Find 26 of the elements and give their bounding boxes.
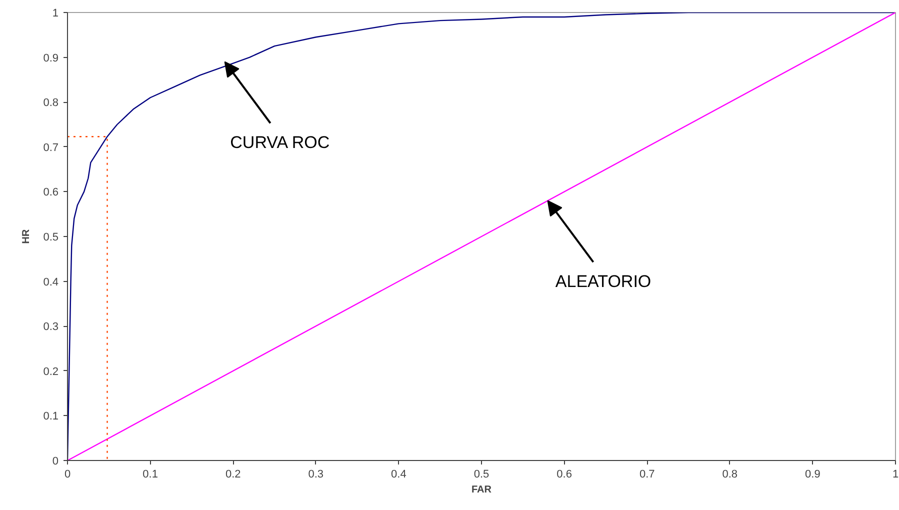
- y-tick-label: 0: [52, 456, 59, 468]
- y-axis-title: HR: [21, 228, 32, 244]
- y-tick-label: 0.6: [43, 186, 59, 199]
- y-tick-label: 0.3: [43, 321, 59, 334]
- y-tick-label: 0.2: [43, 366, 59, 378]
- y-tick-label: 0.8: [43, 97, 59, 110]
- y-tick-label: 0.4: [43, 276, 59, 288]
- y-tick-label: 0.5: [43, 232, 59, 244]
- x-tick-label: 0: [64, 468, 71, 480]
- x-tick-label: 0.2: [225, 468, 241, 480]
- x-tick-label: 0.4: [391, 468, 406, 480]
- annotation: ALEATORIO: [555, 272, 652, 292]
- annotation: CURVA ROC: [230, 133, 330, 152]
- x-tick-label: 0.5: [474, 468, 490, 480]
- y-tick-label: 0.7: [43, 142, 59, 154]
- x-tick-label: 0.8: [722, 468, 738, 480]
- x-tick-label: 1: [892, 468, 899, 480]
- y-tick-label: 0.1: [43, 410, 59, 423]
- x-tick-label: 0.9: [805, 468, 820, 480]
- x-tick-label: 0.7: [639, 468, 655, 480]
- y-tick-label: 1: [52, 8, 59, 20]
- x-tick-label: 0.1: [142, 468, 158, 480]
- y-tick-label: 0.9: [43, 52, 59, 64]
- x-tick-label: 0.3: [308, 468, 324, 480]
- x-axis-title: FAR: [472, 484, 492, 496]
- x-tick-label: 0.6: [556, 468, 572, 480]
